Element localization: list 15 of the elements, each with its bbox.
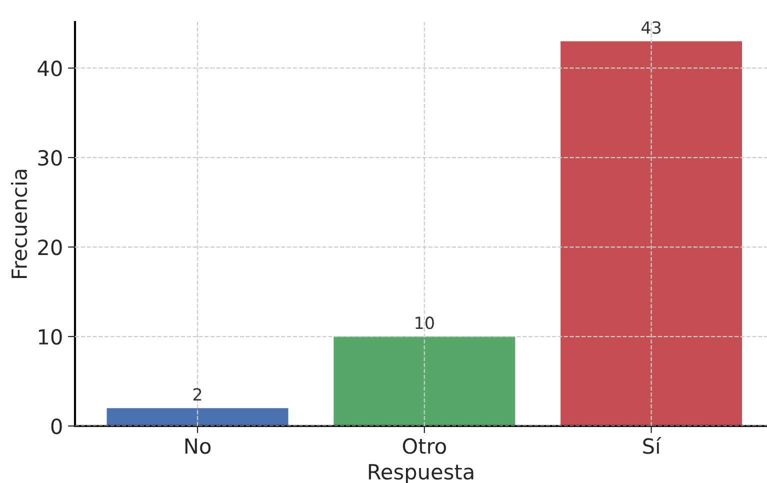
x-tick-label: Otro [402,438,446,454]
bar [334,336,516,426]
y-tick-label: 20 [38,239,62,256]
x-tick-label: No [185,438,211,454]
x-tick-label: Sí [643,436,662,454]
bar [560,41,742,426]
data-label: 10 [416,316,434,330]
y-tick-label: 30 [38,150,62,166]
bar [106,408,288,426]
y-tick-label: 0 [51,418,62,434]
y-tick-label: 10 [38,328,62,345]
data-label: 43 [642,21,661,34]
y-tick-label: 40 [38,60,62,76]
y-axis-title: Frecuencia [10,170,28,278]
data-label: 2 [193,388,202,400]
